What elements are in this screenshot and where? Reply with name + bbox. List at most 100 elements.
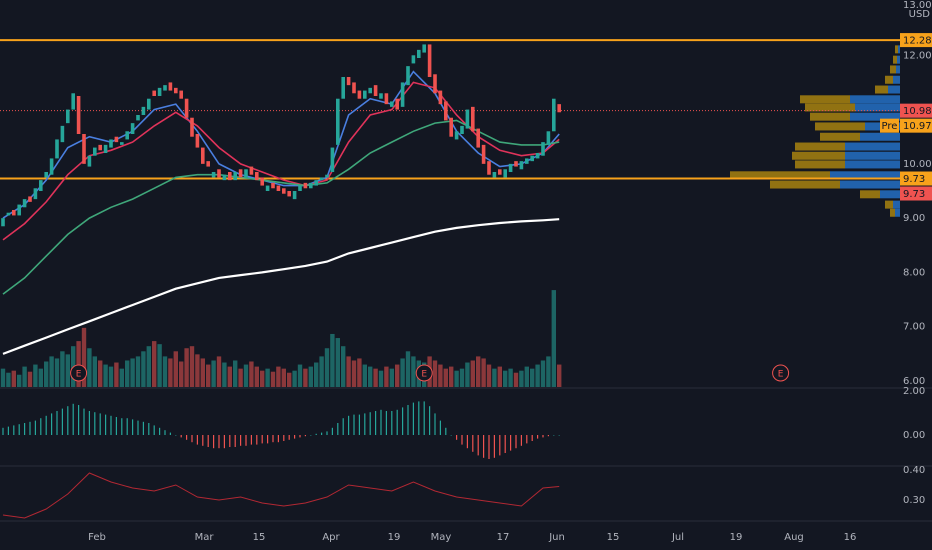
candle [141, 106, 146, 115]
candle [206, 161, 210, 167]
volume-bar [508, 368, 513, 387]
volume-bar [341, 346, 346, 387]
volume-bar [130, 358, 135, 387]
candle [465, 109, 470, 129]
macd-bar [369, 412, 371, 435]
volume-bar [513, 372, 519, 387]
price-label: 9.73 [903, 189, 925, 200]
profile-up [830, 171, 900, 180]
macd-bar [83, 408, 85, 435]
profile-up [898, 45, 900, 54]
macd-bar [94, 412, 96, 435]
candle [55, 139, 59, 159]
macd-bar [34, 420, 36, 435]
x-tick-label: 15 [253, 532, 266, 543]
volume-bar [432, 360, 438, 387]
candle [363, 90, 367, 99]
macd-bar [267, 435, 269, 444]
candle [249, 166, 254, 175]
candle [195, 134, 200, 148]
macd-bar [423, 401, 425, 435]
candle [368, 87, 372, 94]
volume-bar [114, 362, 119, 387]
macd-bar [13, 425, 15, 435]
volume-bar [141, 351, 146, 387]
candle [103, 144, 108, 153]
candle [174, 87, 178, 94]
macd-bar [315, 433, 317, 435]
price-tag-box [880, 118, 899, 133]
macd-bar [429, 406, 431, 435]
volume-bar [0, 368, 6, 387]
candle [255, 172, 259, 181]
candle [498, 169, 502, 175]
volume-bar [87, 348, 92, 387]
candle [12, 210, 16, 216]
candle [22, 199, 27, 208]
macd-bar [191, 435, 193, 443]
earnings-marker [70, 364, 88, 382]
x-tick-label: Mar [195, 532, 215, 543]
volume-bar [33, 364, 38, 387]
earnings-label: E [778, 370, 784, 380]
volume-bar [546, 356, 551, 387]
candle [384, 93, 389, 105]
macd-bar [510, 435, 512, 451]
macd-bar [186, 435, 188, 440]
macd-bar [40, 418, 42, 435]
macd-bar [148, 423, 150, 435]
macd-bar [245, 435, 247, 446]
volume-bar [17, 374, 22, 387]
price-label: 12.28 [903, 36, 932, 47]
profile-up [845, 142, 900, 151]
macd-bar [277, 435, 279, 443]
macd-bar [169, 432, 171, 435]
macd-bar [488, 435, 490, 459]
profile-up [897, 55, 900, 64]
x-tick-label: Jul [671, 532, 684, 543]
volume-bar [324, 348, 330, 387]
profile-down [895, 45, 898, 54]
earnings-label: E [76, 370, 82, 380]
volume-bar [346, 356, 351, 387]
macd-bar [531, 435, 533, 441]
earnings-marker [415, 364, 433, 382]
macd-bar [391, 411, 393, 435]
candle [454, 131, 459, 140]
volume-bar [157, 344, 162, 387]
profile-up [860, 132, 900, 141]
volume-bar [270, 371, 276, 387]
profile-down [770, 180, 840, 189]
volume-bar [265, 368, 270, 387]
profile-down [805, 103, 855, 112]
candle [336, 98, 340, 145]
volume-bar [119, 368, 124, 387]
candle [228, 172, 232, 181]
macd-bar [159, 427, 161, 435]
candle [449, 117, 453, 137]
volume-bar [308, 366, 313, 387]
volume-bar [173, 351, 178, 387]
volume-bar [233, 360, 238, 387]
macd-bar [67, 406, 69, 435]
candle [492, 172, 497, 178]
price-label-box [900, 33, 932, 48]
macd-tick-label: 0.00 [903, 430, 925, 441]
volume-bar [168, 358, 173, 387]
price-label: 10.98 [903, 106, 932, 117]
x-tick-label: Apr [322, 532, 340, 543]
volume-bar [378, 370, 384, 387]
volume-bar [54, 358, 60, 387]
profile-up [845, 160, 900, 169]
macd-bar [358, 414, 360, 435]
macd-bar [321, 432, 323, 435]
candle [373, 85, 378, 96]
volume-bar [98, 360, 103, 387]
volume-bar [465, 362, 470, 387]
macd-bar [234, 435, 236, 447]
macd-bar [499, 435, 501, 456]
profile-down [885, 75, 893, 84]
volume-bar [438, 364, 443, 387]
volume-bar [162, 356, 168, 387]
